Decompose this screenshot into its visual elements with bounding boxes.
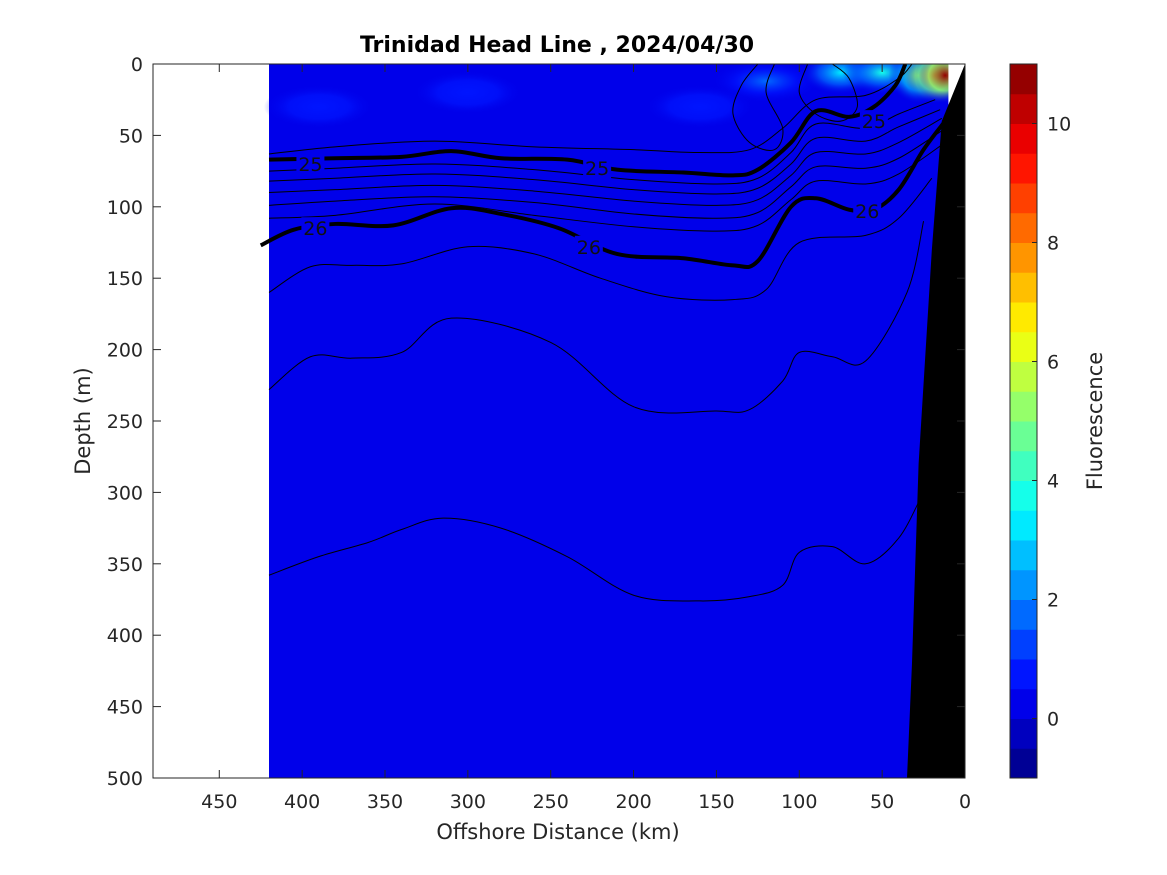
x-tick-label: 350 — [367, 791, 403, 813]
colorbar-level — [1010, 748, 1037, 779]
colorbar-level — [1010, 629, 1037, 660]
colorbar-level — [1010, 718, 1037, 749]
colorbar-level — [1010, 480, 1037, 511]
x-tick-label: 250 — [533, 791, 569, 813]
plot-area: 25 25 25 26 26 26 — [259, 64, 965, 778]
colorbar-level — [1010, 361, 1037, 392]
y-tick-label: 450 — [107, 697, 143, 719]
y-tick-label: 350 — [107, 554, 143, 576]
y-tick-label: 500 — [107, 768, 143, 790]
colorbar-level — [1010, 331, 1037, 362]
colorbar-level — [1010, 123, 1037, 154]
fluorescence-patch — [412, 70, 523, 115]
colorbar-level — [1010, 272, 1037, 303]
contour-label-bg — [583, 157, 612, 180]
density-contour — [268, 463, 941, 602]
contour-label: 25 — [862, 111, 886, 133]
colorbar-tick-label: 2 — [1047, 590, 1059, 612]
y-tick-label: 250 — [107, 411, 143, 433]
colorbar-frame — [1009, 63, 1038, 779]
colorbar-level — [1010, 212, 1037, 243]
contour-label: 25 — [298, 154, 322, 176]
density-contour — [732, 64, 784, 151]
colorbar-level — [1010, 64, 1037, 95]
colorbar-level — [1010, 599, 1037, 630]
colorbar-level — [1010, 391, 1037, 422]
colorbar-level — [1010, 450, 1037, 481]
y-tick-label: 0 — [131, 54, 143, 76]
colorbar-level — [1010, 510, 1037, 541]
y-tick-label: 200 — [107, 340, 143, 362]
colorbar-level — [1010, 93, 1037, 124]
contour-label-bg — [853, 200, 882, 223]
colorbar-level — [1010, 540, 1037, 571]
x-tick-label: 200 — [615, 791, 651, 813]
colorbar-level — [1010, 302, 1037, 333]
chart-title: Trinidad Head Line , 2024/04/30 — [360, 33, 754, 58]
colorbar-level — [1010, 688, 1037, 719]
contour-label: 25 — [585, 158, 609, 180]
density-contour — [268, 129, 944, 219]
x-tick-label: 50 — [870, 791, 894, 813]
density-contour — [268, 220, 925, 414]
x-tick-label: 150 — [698, 791, 734, 813]
fluorescence-patch — [263, 84, 374, 129]
density-contour — [268, 64, 913, 155]
x-tick-label: 450 — [201, 791, 237, 813]
x-tick-label: 400 — [284, 791, 320, 813]
density-contour — [268, 117, 943, 206]
density-contour — [268, 109, 941, 195]
fluorescence-patch — [915, 64, 965, 104]
y-tick-label: 150 — [107, 268, 143, 290]
density-contour — [268, 177, 933, 301]
density-contour — [268, 142, 946, 232]
colorbar-tick-label: 8 — [1047, 233, 1059, 255]
x-tick-label: 0 — [959, 791, 971, 813]
y-tick-label: 50 — [119, 125, 143, 147]
fluorescence-patch — [644, 84, 755, 129]
bathymetry-seafloor — [907, 64, 965, 778]
contour-label-bg — [296, 152, 325, 175]
x-tick-label: 100 — [781, 791, 817, 813]
colorbar-tick-label: 4 — [1047, 471, 1059, 493]
plot-clip-group: 25 25 25 26 26 26 — [259, 64, 965, 778]
axes: 450 400 350 300 250 200 150 100 50 00501001502002… — [107, 54, 971, 813]
colorbar-level — [1010, 659, 1037, 690]
colorbar-level — [1010, 421, 1037, 452]
contour-label: 26 — [855, 201, 879, 223]
y-tick-label: 100 — [107, 197, 143, 219]
colorbar-label: Fluorescence — [1083, 352, 1107, 490]
colorbar-level — [1010, 242, 1037, 273]
contour-label-bg — [859, 110, 888, 133]
contour-label-bg — [574, 235, 603, 258]
y-tick-label: 300 — [107, 482, 143, 504]
colorbar: 0 2 4 6 8 10 — [1009, 63, 1071, 779]
contour-label: 26 — [303, 218, 327, 240]
density-contour — [798, 64, 858, 122]
contour-label-bg — [301, 217, 330, 240]
y-tick-label: 400 — [107, 625, 143, 647]
colorbar-tick-label: 10 — [1047, 114, 1071, 136]
y-axis-label: Depth (m) — [71, 367, 95, 474]
colorbar-tick-label: 0 — [1047, 709, 1059, 731]
x-axis-label: Offshore Distance (km) — [436, 820, 679, 844]
colorbar-level — [1010, 153, 1037, 184]
x-tick-label: 300 — [450, 791, 486, 813]
colorbar-level — [1010, 569, 1037, 600]
colorbar-tick-label: 6 — [1047, 352, 1059, 374]
colorbar-level — [1010, 183, 1037, 214]
contour-label: 26 — [577, 237, 601, 259]
